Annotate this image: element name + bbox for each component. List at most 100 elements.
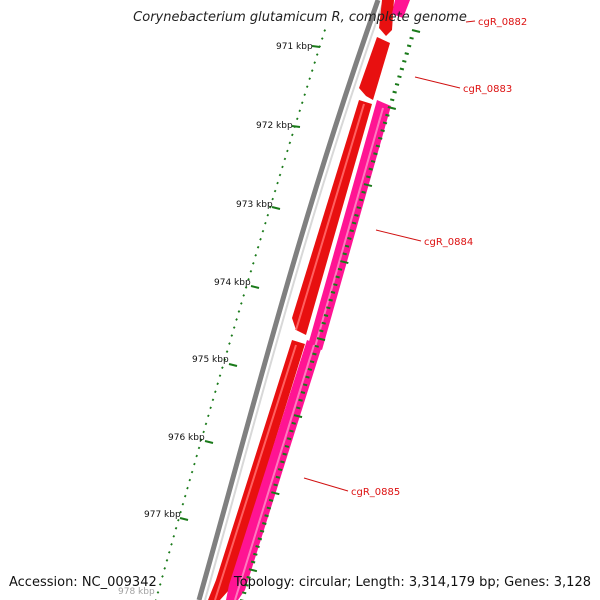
ruler-dash xyxy=(259,529,265,533)
ruler-dot xyxy=(214,390,217,394)
tick-label: 972 kbp xyxy=(256,121,293,131)
ruler-dot xyxy=(320,37,324,40)
ruler-dot xyxy=(264,221,267,225)
ruler-dot xyxy=(179,510,182,514)
ruler-dash xyxy=(349,229,354,233)
ruler-dash xyxy=(389,98,395,102)
accession-label: Accession: NC_009342 xyxy=(9,575,157,590)
ruler-dot xyxy=(295,117,299,121)
tick-mark xyxy=(228,363,238,367)
ruler-dot xyxy=(300,101,304,105)
ruler-dash xyxy=(305,375,310,379)
ruler-dot xyxy=(271,197,274,201)
ruler-dot xyxy=(305,85,309,89)
inner-tick-marks xyxy=(155,29,327,600)
gene-cgR_0883[interactable] xyxy=(359,37,390,100)
ruler-dot xyxy=(281,165,284,169)
topology-summary: Topology: circular; Length: 3,314,179 bp… xyxy=(233,575,591,590)
gene-leader-line xyxy=(303,477,349,492)
ruler-dot xyxy=(186,486,189,490)
ruler-dot xyxy=(313,61,317,64)
ruler-dot xyxy=(156,591,160,594)
ruler-dash xyxy=(284,444,290,448)
ruler-dot xyxy=(167,550,171,554)
gene-label-cgR_0884[interactable]: cgR_0884 xyxy=(424,237,473,248)
ruler-dot xyxy=(286,149,289,153)
ruler-dash xyxy=(275,475,281,479)
ruler-dot xyxy=(242,294,246,297)
genome-backbone xyxy=(196,0,381,600)
ruler-dash xyxy=(335,275,340,279)
ruler-dot xyxy=(228,342,231,345)
ruler-dot xyxy=(190,470,194,474)
tick-label: 975 kbp xyxy=(192,355,229,365)
ruler-dot xyxy=(211,398,215,402)
ruler-dot xyxy=(288,141,292,145)
forward-gene-shine xyxy=(214,103,365,600)
genome-title: Corynebacterium glutamicum R, complete g… xyxy=(133,10,467,25)
ruler-dash xyxy=(375,144,381,148)
ruler-dash xyxy=(314,344,319,348)
ruler-dash xyxy=(358,198,364,202)
ruler-dash xyxy=(321,321,326,325)
ruler-dot xyxy=(247,278,250,281)
ruler-dash xyxy=(328,298,333,302)
ruler-dash xyxy=(262,522,267,525)
ruler-dash xyxy=(382,121,388,125)
gene-label-cgR_0885[interactable]: cgR_0885 xyxy=(351,487,400,498)
ruler-dash xyxy=(361,190,366,194)
ruler-dot xyxy=(223,358,227,361)
ruler-dot xyxy=(161,575,164,578)
ruler-dot xyxy=(283,157,287,161)
forward-strand-genes xyxy=(208,0,394,600)
ruler-dash xyxy=(298,398,303,402)
ruler-dash xyxy=(337,267,343,271)
ruler-dash xyxy=(293,414,303,419)
gene-cgR_0882-rev[interactable] xyxy=(392,0,410,18)
tick-label: 973 kbp xyxy=(236,200,273,210)
ruler-dash xyxy=(241,591,247,595)
ruler-dash xyxy=(370,159,376,163)
ruler-dot xyxy=(207,414,210,418)
ruler-dash xyxy=(409,36,414,40)
gene-label-cgR_0882[interactable]: cgR_0882 xyxy=(478,17,527,28)
ruler-dot xyxy=(204,422,208,426)
ruler-dot xyxy=(188,478,192,482)
gene-label-cgR_0883[interactable]: cgR_0883 xyxy=(463,84,512,95)
tick-label: 976 kbp xyxy=(168,433,205,443)
gene-leader-line xyxy=(375,229,422,242)
ruler-dash xyxy=(266,506,272,510)
ruler-dot xyxy=(323,29,327,32)
ruler-dash xyxy=(277,468,283,472)
tick-label: 974 kbp xyxy=(214,278,251,288)
ruler-dash xyxy=(340,260,349,265)
ruler-dash xyxy=(351,221,357,225)
ruler-dash xyxy=(291,421,296,425)
ruler-dot xyxy=(197,446,201,450)
ruler-dash xyxy=(385,113,390,117)
ruler-dot xyxy=(163,567,167,570)
ruler-dot xyxy=(298,109,302,113)
ruler-dash xyxy=(257,537,263,541)
outer-tick-marks xyxy=(240,29,421,600)
ruler-dash xyxy=(387,106,397,110)
ruler-dash xyxy=(296,406,301,410)
ruler-dash xyxy=(307,367,313,371)
ruler-dash xyxy=(402,59,407,63)
ruler-dot xyxy=(195,454,199,458)
ruler-dot xyxy=(158,583,162,586)
tick-label: 977 kbp xyxy=(144,510,181,520)
gene-cgR_0882[interactable] xyxy=(379,0,394,36)
tick-mark xyxy=(271,206,281,210)
ruler-dash xyxy=(264,514,269,518)
gene-leader-line xyxy=(414,76,461,89)
ruler-dash xyxy=(300,391,306,394)
gene-leader-line xyxy=(465,20,476,23)
ruler-dash xyxy=(380,129,385,133)
gene-cgR_0885[interactable] xyxy=(226,340,322,600)
ruler-dot xyxy=(170,542,173,546)
ruler-dash xyxy=(244,583,249,587)
ruler-dash xyxy=(248,568,258,573)
